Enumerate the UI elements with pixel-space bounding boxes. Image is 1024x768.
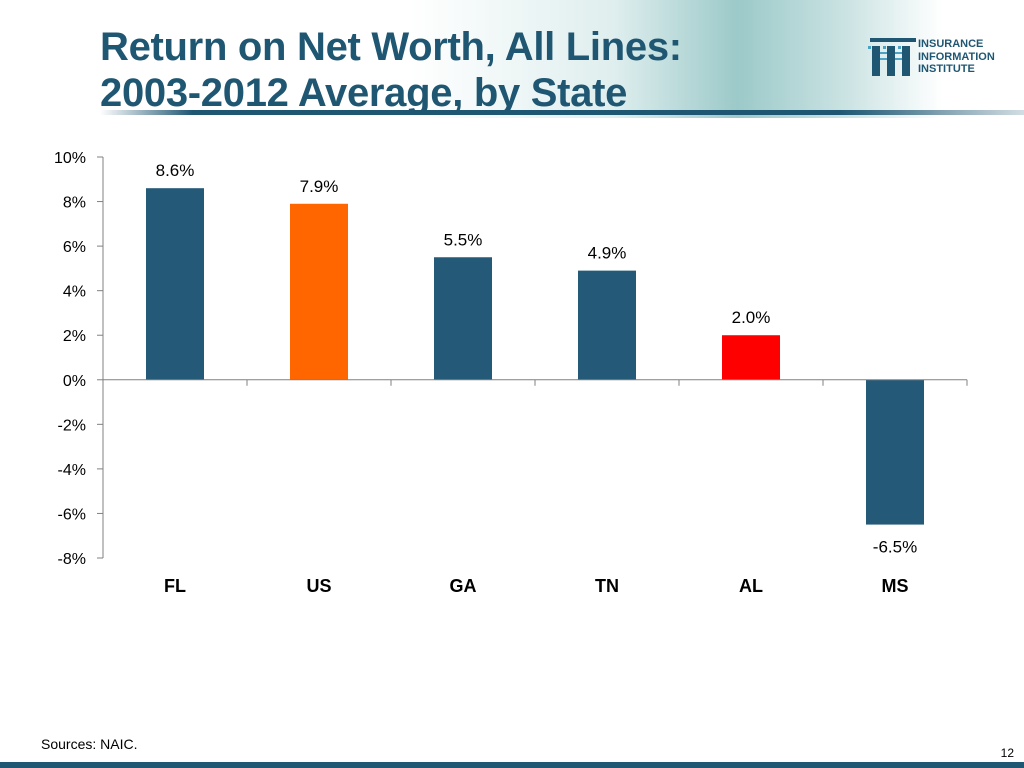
y-tick-label: 8% — [63, 195, 86, 212]
y-tick-label: 6% — [63, 239, 86, 256]
bar-tn — [578, 270, 636, 380]
bar-al — [722, 335, 780, 380]
data-label-al: 2.0% — [732, 308, 771, 327]
bar-us — [290, 203, 348, 380]
x-tick-label: MS — [882, 576, 909, 596]
data-label-ms: -6.5% — [873, 538, 917, 557]
bars — [146, 188, 924, 525]
slide-title: Return on Net Worth, All Lines: 2003-201… — [100, 24, 682, 116]
x-tick-label: TN — [595, 576, 619, 596]
y-tick-label: 2% — [63, 328, 86, 345]
slide-title-line-1: Return on Net Worth, All Lines: — [100, 25, 682, 69]
y-tick-label: -2% — [58, 417, 86, 434]
bar-ga — [434, 257, 492, 380]
page-number: 12 — [1000, 746, 1014, 760]
y-tick-label: -8% — [58, 551, 86, 568]
y-tick-label: 0% — [63, 373, 86, 390]
header-band — [0, 0, 1024, 118]
x-tick-label: FL — [164, 576, 186, 596]
footer-bar — [0, 762, 1024, 768]
y-axis: 10% 8% 6% 4% 2% 0% -2% -4% -6% -8% — [54, 150, 104, 568]
logo-line-2: INFORMATION — [918, 50, 995, 63]
y-tick-label: 10% — [54, 150, 86, 167]
y-tick-label: 4% — [63, 284, 86, 301]
x-axis: FL US GA TN AL MS — [103, 379, 968, 596]
slide-title-line-2: 2003-2012 Average, by State — [100, 71, 628, 115]
data-label-us: 7.9% — [300, 177, 339, 196]
x-tick-label: US — [306, 576, 331, 596]
y-tick-label: -6% — [58, 506, 86, 523]
x-tick-label: AL — [739, 576, 763, 596]
logo-line-1: INSURANCE — [918, 38, 984, 50]
bar-ms — [866, 379, 924, 525]
data-label-ga: 5.5% — [444, 230, 483, 249]
data-labels: 8.6% 7.9% 5.5% 4.9% 2.0% -6.5% — [156, 161, 918, 556]
iii-logo-icon — [868, 38, 916, 76]
bar-fl — [146, 188, 204, 380]
data-label-tn: 4.9% — [588, 244, 627, 263]
logo-wordmark: INSURANCE INFORMATION INSTITUTE — [918, 38, 995, 76]
y-tick-label: -4% — [58, 462, 86, 479]
header-rule — [100, 110, 1024, 115]
data-label-fl: 8.6% — [156, 161, 195, 180]
x-tick-label: GA — [450, 576, 477, 596]
logo-line-3: INSTITUTE — [918, 63, 975, 75]
sources-note: Sources: NAIC. — [41, 736, 138, 752]
